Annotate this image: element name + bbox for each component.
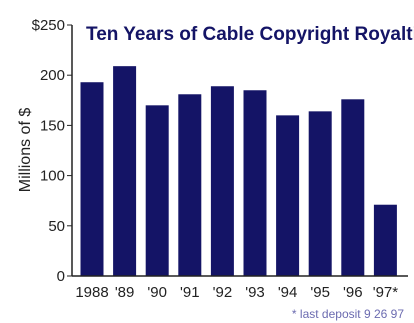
bar-5 (243, 90, 267, 276)
y-axis-ticks: 0 50 100 150 200 $250 (32, 17, 72, 285)
x-tick-label: '94 (278, 284, 298, 301)
x-tick-label: '95 (310, 284, 330, 301)
bar-6 (276, 115, 300, 276)
bar-9 (373, 204, 397, 276)
y-tick-label: 0 (57, 268, 65, 285)
x-tick-label: '91 (180, 284, 200, 301)
x-tick-label: '97* (373, 284, 399, 301)
bar-1 (113, 66, 137, 276)
x-tick-label: '96 (343, 284, 363, 301)
bar-7 (308, 111, 332, 277)
chart-title: Ten Years of Cable Copyright Royalties (86, 24, 414, 45)
x-tick-label: '89 (115, 284, 135, 301)
y-tick-label: 200 (40, 67, 65, 84)
bar-3 (178, 94, 202, 276)
bar-8 (341, 99, 365, 277)
y-tick-label: 50 (48, 218, 65, 235)
bar-2 (145, 105, 169, 276)
x-tick-label: '90 (147, 284, 167, 301)
bar-4 (210, 86, 234, 276)
x-tick-label: '92 (213, 284, 233, 301)
bars-group (80, 66, 397, 277)
y-axis-label: Millions of $ (17, 108, 34, 193)
y-tick-label: 150 (40, 117, 65, 134)
footnote: * last deposit 9 26 97 (292, 307, 404, 321)
x-axis-ticks: 1988 '89 '90 '91 '92 '93 '94 '95 '96 '97* (75, 284, 398, 301)
y-tick-label: 100 (40, 168, 65, 185)
bar-0 (80, 82, 104, 276)
x-tick-label: 1988 (75, 284, 108, 301)
y-tick-label: $250 (32, 17, 65, 34)
x-tick-label: '93 (245, 284, 265, 301)
